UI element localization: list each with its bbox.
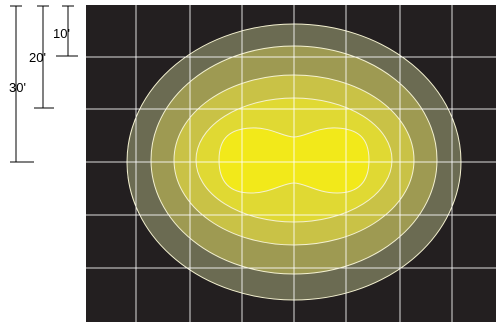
distance-scale: 10' 20' 30' <box>9 5 78 163</box>
beam-pattern-plot <box>86 5 496 322</box>
scale-label-30: 30' <box>9 80 26 95</box>
grid <box>86 5 496 322</box>
scale-label-20: 20' <box>29 50 46 65</box>
scale-label-10: 10' <box>53 26 70 41</box>
